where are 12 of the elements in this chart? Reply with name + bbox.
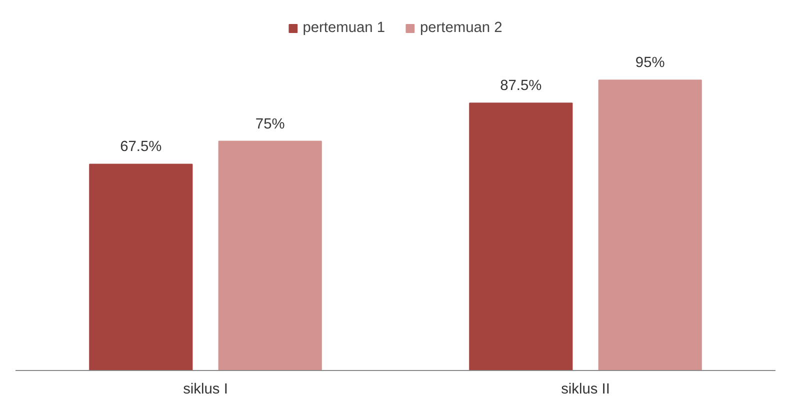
data-label: 75% [255,116,285,132]
x-tick-label: siklus I [183,382,228,398]
data-label: 67.5% [120,139,162,156]
bar [218,140,322,370]
data-label: 95% [635,55,665,72]
bar [598,80,702,370]
bar [89,164,193,370]
legend-label: pertemuan 1 [302,20,385,36]
x-tick-label: siklus II [561,382,610,398]
legend-label: pertemuan 2 [420,20,502,36]
bar [469,102,573,370]
data-label: 87.5% [500,78,542,94]
